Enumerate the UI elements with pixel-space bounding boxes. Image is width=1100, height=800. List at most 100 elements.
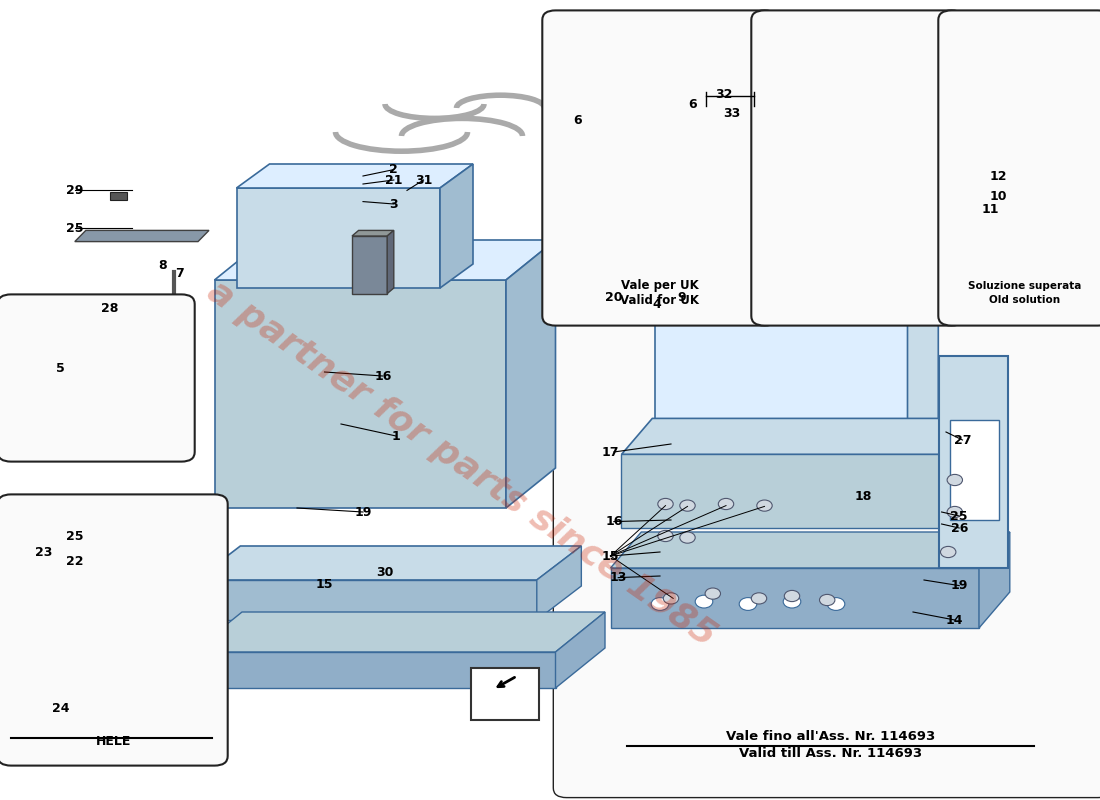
- Circle shape: [820, 594, 835, 606]
- Polygon shape: [236, 188, 440, 288]
- Text: 9: 9: [678, 291, 686, 304]
- Polygon shape: [192, 612, 605, 652]
- Text: 15: 15: [316, 578, 333, 590]
- Polygon shape: [352, 230, 394, 236]
- Text: 18: 18: [855, 490, 872, 502]
- Text: 28: 28: [101, 302, 119, 314]
- Polygon shape: [196, 546, 581, 580]
- Text: 23: 23: [35, 546, 53, 558]
- FancyBboxPatch shape: [542, 10, 778, 326]
- Polygon shape: [627, 294, 938, 310]
- Circle shape: [695, 595, 713, 608]
- Circle shape: [947, 474, 962, 486]
- Text: 13: 13: [609, 571, 627, 584]
- FancyBboxPatch shape: [0, 294, 195, 462]
- Polygon shape: [979, 532, 1010, 628]
- Text: 30: 30: [376, 566, 394, 578]
- Text: a partner for parts since 1985: a partner for parts since 1985: [201, 274, 723, 654]
- Circle shape: [651, 598, 669, 610]
- Circle shape: [751, 593, 767, 604]
- Text: 22: 22: [66, 555, 84, 568]
- Circle shape: [658, 498, 673, 510]
- Text: 14: 14: [946, 614, 964, 626]
- Polygon shape: [196, 580, 537, 620]
- Circle shape: [663, 593, 679, 604]
- Polygon shape: [440, 164, 473, 288]
- Text: 17: 17: [602, 446, 619, 458]
- Text: 27: 27: [954, 434, 971, 446]
- Circle shape: [704, 266, 748, 298]
- Polygon shape: [112, 306, 192, 314]
- Text: 7: 7: [175, 267, 184, 280]
- Text: Valid till Ass. Nr. 114693: Valid till Ass. Nr. 114693: [739, 747, 922, 760]
- Polygon shape: [471, 668, 539, 720]
- Text: Valid for UK: Valid for UK: [620, 294, 700, 306]
- Text: Vale per UK: Vale per UK: [621, 279, 698, 292]
- Text: 19: 19: [354, 506, 372, 518]
- Circle shape: [783, 595, 801, 608]
- Polygon shape: [621, 454, 952, 528]
- Polygon shape: [506, 240, 556, 508]
- Text: 3: 3: [389, 198, 398, 210]
- Circle shape: [705, 588, 720, 599]
- Text: 32: 32: [715, 88, 733, 101]
- Text: 8: 8: [158, 259, 167, 272]
- Polygon shape: [110, 192, 126, 200]
- Polygon shape: [192, 652, 556, 688]
- Polygon shape: [537, 546, 581, 620]
- Polygon shape: [214, 280, 506, 508]
- Polygon shape: [952, 418, 982, 528]
- Text: 16: 16: [374, 370, 392, 382]
- Text: 26: 26: [950, 522, 968, 534]
- Circle shape: [739, 598, 757, 610]
- Text: 20: 20: [605, 291, 623, 304]
- Polygon shape: [939, 356, 1008, 568]
- Text: 16: 16: [605, 515, 623, 528]
- Polygon shape: [214, 240, 556, 280]
- Text: Soluzione superata: Soluzione superata: [968, 281, 1081, 290]
- Circle shape: [658, 530, 673, 542]
- Polygon shape: [610, 568, 979, 628]
- Polygon shape: [654, 264, 938, 300]
- Polygon shape: [236, 164, 473, 188]
- Text: 19: 19: [950, 579, 968, 592]
- Text: 24: 24: [52, 702, 69, 714]
- Polygon shape: [387, 230, 394, 294]
- Text: 6: 6: [689, 98, 697, 110]
- Polygon shape: [950, 420, 999, 520]
- Polygon shape: [621, 418, 982, 454]
- Polygon shape: [654, 300, 908, 456]
- Polygon shape: [610, 532, 1010, 568]
- Text: 1: 1: [392, 430, 400, 442]
- Text: 33: 33: [723, 107, 740, 120]
- Polygon shape: [75, 230, 209, 242]
- Text: 31: 31: [415, 174, 432, 186]
- Text: 2: 2: [389, 163, 398, 176]
- Polygon shape: [352, 236, 387, 294]
- Circle shape: [784, 590, 800, 602]
- Text: 15: 15: [602, 550, 619, 562]
- FancyBboxPatch shape: [0, 494, 228, 766]
- Text: 5: 5: [56, 362, 65, 374]
- Text: 21: 21: [385, 174, 403, 186]
- Circle shape: [940, 546, 956, 558]
- Text: 10: 10: [990, 190, 1008, 202]
- Text: Old solution: Old solution: [989, 295, 1060, 305]
- Text: 11: 11: [981, 203, 999, 216]
- Text: 25: 25: [950, 510, 968, 522]
- Polygon shape: [908, 264, 938, 456]
- Text: 4: 4: [652, 298, 661, 310]
- FancyBboxPatch shape: [938, 10, 1100, 326]
- Text: 29: 29: [66, 184, 84, 197]
- Circle shape: [757, 500, 772, 511]
- Text: Vale fino all'Ass. Nr. 114693: Vale fino all'Ass. Nr. 114693: [726, 730, 935, 742]
- Text: 25: 25: [66, 222, 84, 234]
- FancyBboxPatch shape: [751, 10, 965, 326]
- Circle shape: [680, 532, 695, 543]
- Circle shape: [680, 500, 695, 511]
- FancyBboxPatch shape: [553, 294, 1100, 798]
- Circle shape: [827, 598, 845, 610]
- Text: 25: 25: [66, 530, 84, 542]
- Text: 12: 12: [990, 170, 1008, 182]
- Circle shape: [947, 506, 962, 518]
